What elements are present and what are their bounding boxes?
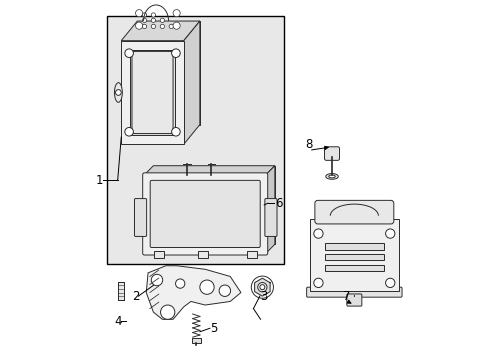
Text: 8: 8 <box>305 138 312 151</box>
Circle shape <box>173 22 180 29</box>
Ellipse shape <box>114 83 122 102</box>
Bar <box>324 243 383 249</box>
Bar <box>324 265 383 271</box>
Circle shape <box>135 22 142 29</box>
FancyBboxPatch shape <box>142 173 267 255</box>
Circle shape <box>313 229 323 238</box>
Circle shape <box>219 285 230 296</box>
Ellipse shape <box>328 175 335 178</box>
Circle shape <box>142 24 146 28</box>
Bar <box>192 338 200 343</box>
Text: 2: 2 <box>132 289 139 303</box>
Bar <box>121 41 183 144</box>
Circle shape <box>160 24 164 28</box>
Circle shape <box>115 90 121 95</box>
Circle shape <box>171 49 180 58</box>
Polygon shape <box>121 21 200 41</box>
Circle shape <box>175 279 184 288</box>
Polygon shape <box>183 21 200 144</box>
Bar <box>107 16 283 264</box>
Text: 1: 1 <box>96 174 103 186</box>
Circle shape <box>124 49 133 58</box>
Circle shape <box>385 229 394 238</box>
FancyBboxPatch shape <box>309 219 398 292</box>
Polygon shape <box>254 278 269 296</box>
Circle shape <box>171 127 180 136</box>
Circle shape <box>142 13 146 17</box>
Text: 7: 7 <box>342 289 349 303</box>
Polygon shape <box>153 166 274 244</box>
Circle shape <box>135 10 142 17</box>
Ellipse shape <box>325 174 338 179</box>
Text: 4: 4 <box>114 315 121 328</box>
FancyBboxPatch shape <box>306 287 401 297</box>
Circle shape <box>151 274 163 286</box>
FancyBboxPatch shape <box>314 201 393 224</box>
FancyBboxPatch shape <box>132 51 173 134</box>
Bar <box>130 50 175 135</box>
Bar <box>118 282 124 300</box>
Polygon shape <box>137 21 200 125</box>
Text: 3: 3 <box>260 289 267 303</box>
Polygon shape <box>144 166 274 175</box>
Bar <box>324 254 383 260</box>
Bar <box>246 251 256 257</box>
Polygon shape <box>146 266 241 319</box>
Circle shape <box>124 127 133 136</box>
FancyBboxPatch shape <box>346 294 361 306</box>
Bar <box>153 251 163 257</box>
Circle shape <box>257 283 266 292</box>
Circle shape <box>151 24 155 28</box>
Circle shape <box>385 278 394 288</box>
FancyBboxPatch shape <box>134 199 146 237</box>
Circle shape <box>200 280 214 294</box>
Circle shape <box>151 13 155 17</box>
Text: 6: 6 <box>274 197 282 210</box>
FancyBboxPatch shape <box>150 180 260 248</box>
Circle shape <box>160 18 164 22</box>
Bar <box>197 251 207 257</box>
Circle shape <box>160 305 175 319</box>
Text: 5: 5 <box>210 322 217 335</box>
Circle shape <box>142 18 146 22</box>
Polygon shape <box>265 166 274 253</box>
FancyBboxPatch shape <box>324 147 339 160</box>
Circle shape <box>151 18 155 22</box>
Circle shape <box>169 24 173 28</box>
FancyBboxPatch shape <box>264 199 276 237</box>
Circle shape <box>173 10 180 17</box>
Circle shape <box>313 278 323 288</box>
Circle shape <box>259 285 264 290</box>
